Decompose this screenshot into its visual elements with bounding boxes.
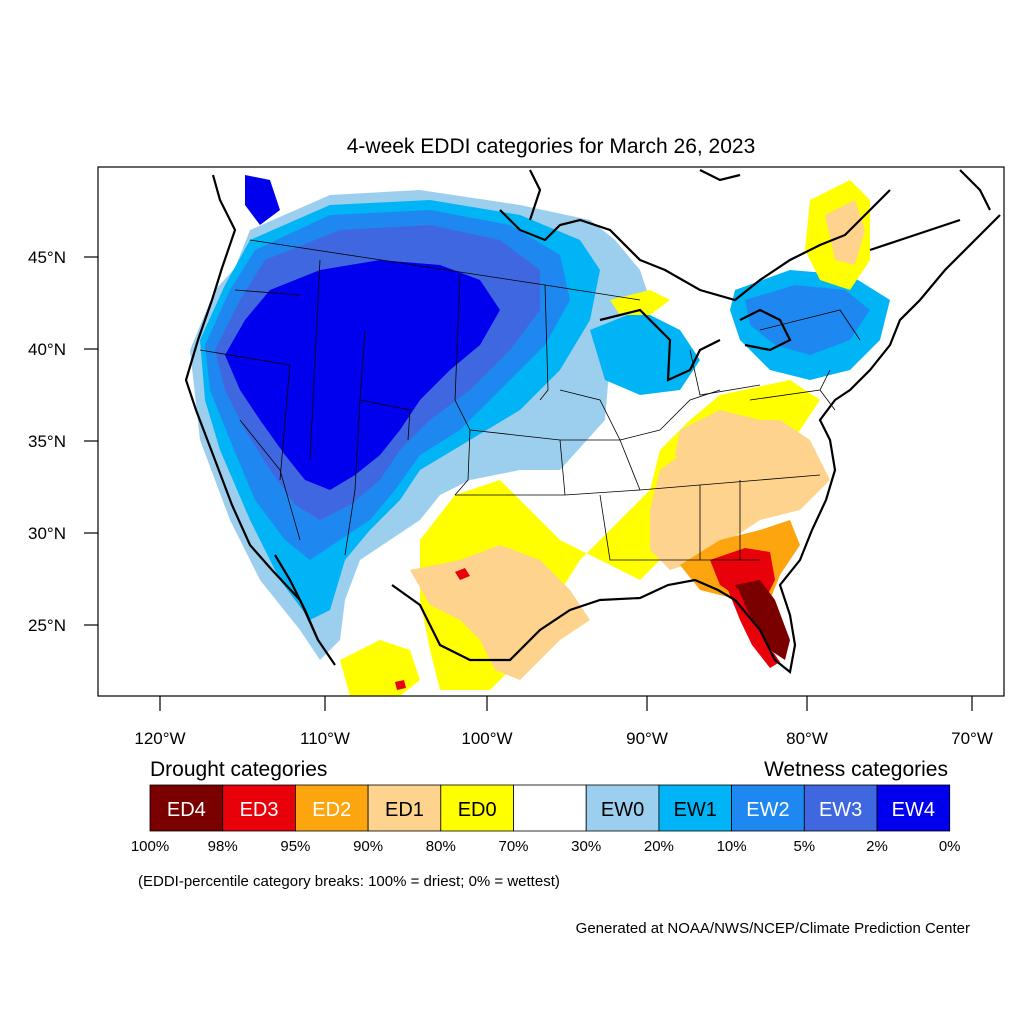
legend-break-label: 0%	[939, 838, 961, 855]
legend-box-ew0: EW0	[585, 784, 660, 832]
legend-swatch	[440, 784, 514, 832]
lat-tick-label: 25°N	[28, 616, 66, 635]
ed1-region-south	[410, 545, 590, 680]
lon-tick-label: 100°W	[461, 729, 512, 748]
legend-swatch	[876, 784, 951, 832]
ed1-region-ohio-valley	[675, 410, 790, 475]
legend-break-label: 10%	[717, 838, 747, 855]
map-frame	[97, 166, 1005, 697]
lat-tick-label: 45°N	[28, 248, 66, 267]
boundaries	[199, 239, 861, 561]
lon-tick-label: 110°W	[300, 729, 350, 748]
legend-box-label: EW2	[746, 799, 789, 821]
legend-break-label: 95%	[280, 838, 310, 855]
ed1-region-northeast-canada	[825, 200, 865, 265]
ed3-spot-mexico	[395, 680, 406, 690]
legend-swatch	[149, 784, 224, 832]
legend-box-label: ED1	[385, 799, 424, 821]
legend-break-label: 30%	[571, 838, 601, 855]
legend-break-label: 100%	[131, 838, 169, 855]
legend-box-ed2: ED2	[294, 784, 369, 832]
lon-tick-label: 80°W	[786, 729, 828, 748]
legend-box-ed0: ED0	[440, 784, 514, 832]
lat-tick-label: 30°N	[28, 524, 66, 543]
credit-line: Generated at NOAA/NWS/NCEP/Climate Predi…	[576, 920, 970, 937]
ew2-region-northeast	[745, 285, 870, 355]
drought-categories-label: Drought categories	[150, 758, 327, 781]
legend-break-label: 80%	[426, 838, 456, 855]
lon-tick-label: 70°W	[951, 729, 993, 748]
legend-box-label: ED4	[167, 799, 206, 821]
legend-swatch	[367, 784, 442, 832]
legend-box-label: ED3	[240, 799, 279, 821]
lat-tick-label: 35°N	[28, 432, 66, 451]
legend-break-label: 90%	[353, 838, 383, 855]
wetness-categories-label: Wetness categories	[764, 758, 948, 781]
legend-box-label: EW0	[601, 799, 644, 821]
category-breaks-note: (EDDI-percentile category breaks: 100% =…	[138, 873, 560, 890]
legend-box-label: ED0	[458, 799, 497, 821]
ew4-region-west-2	[300, 290, 440, 380]
legend-box-neutral	[513, 784, 587, 832]
eddi-map	[184, 169, 1001, 696]
legend-box-label: EW4	[892, 799, 935, 821]
legend-swatch	[585, 784, 660, 832]
legend-swatch	[294, 784, 369, 832]
legend-box-ew4: EW4	[876, 784, 951, 832]
ew4-region-north	[245, 175, 280, 225]
legend-break-label: 20%	[644, 838, 674, 855]
legend-swatch	[222, 784, 296, 832]
lon-tick-label: 90°W	[626, 729, 668, 748]
lon-tick-label: 120°W	[134, 729, 185, 748]
legend-box-ed4: ED4	[149, 784, 224, 832]
map-title: 4-week EDDI categories for March 26, 202…	[347, 135, 756, 158]
legend-box-label: EW3	[819, 799, 862, 821]
legend-box-ed3: ED3	[222, 784, 296, 832]
ed3-spot-texas	[455, 568, 470, 580]
legend-breaks: 100% 98% 95% 90% 80% 70% 30% 20% 10% 5% 2% 0%	[131, 838, 961, 855]
legend-swatch	[803, 784, 878, 832]
legend-box-label: ED2	[312, 799, 351, 821]
ew1-region-greatlakes	[590, 310, 700, 395]
legend-swatch	[513, 784, 587, 832]
ed0-region-southwest	[340, 640, 420, 696]
ed4-region-florida	[735, 580, 790, 660]
legend-swatch	[731, 784, 805, 832]
legend-box-label: EW1	[674, 799, 717, 821]
legend-box-ew1: EW1	[658, 784, 733, 832]
lat-tick-label: 40°N	[28, 340, 66, 359]
legend-break-label: 98%	[208, 838, 238, 855]
legend-break-label: 2%	[866, 838, 888, 855]
legend-break-label: 70%	[498, 838, 528, 855]
legend-box-ew3: EW3	[803, 784, 878, 832]
ed0-region-lake-superior	[610, 290, 670, 315]
legend-break-label: 5%	[793, 838, 815, 855]
legend-swatch	[658, 784, 733, 832]
legend-bar: ED4 ED3 ED2 ED1 ED0 EW0 EW1 EW2 EW3 EW4	[149, 784, 951, 832]
legend-box-ed1: ED1	[367, 784, 442, 832]
coastlines	[184, 169, 1001, 675]
axis-ticks: 45°N 40°N 35°N 30°N 25°N 120°W 110°W 100°W 90°W 8…	[28, 248, 993, 748]
legend-box-ew2: EW2	[731, 784, 805, 832]
